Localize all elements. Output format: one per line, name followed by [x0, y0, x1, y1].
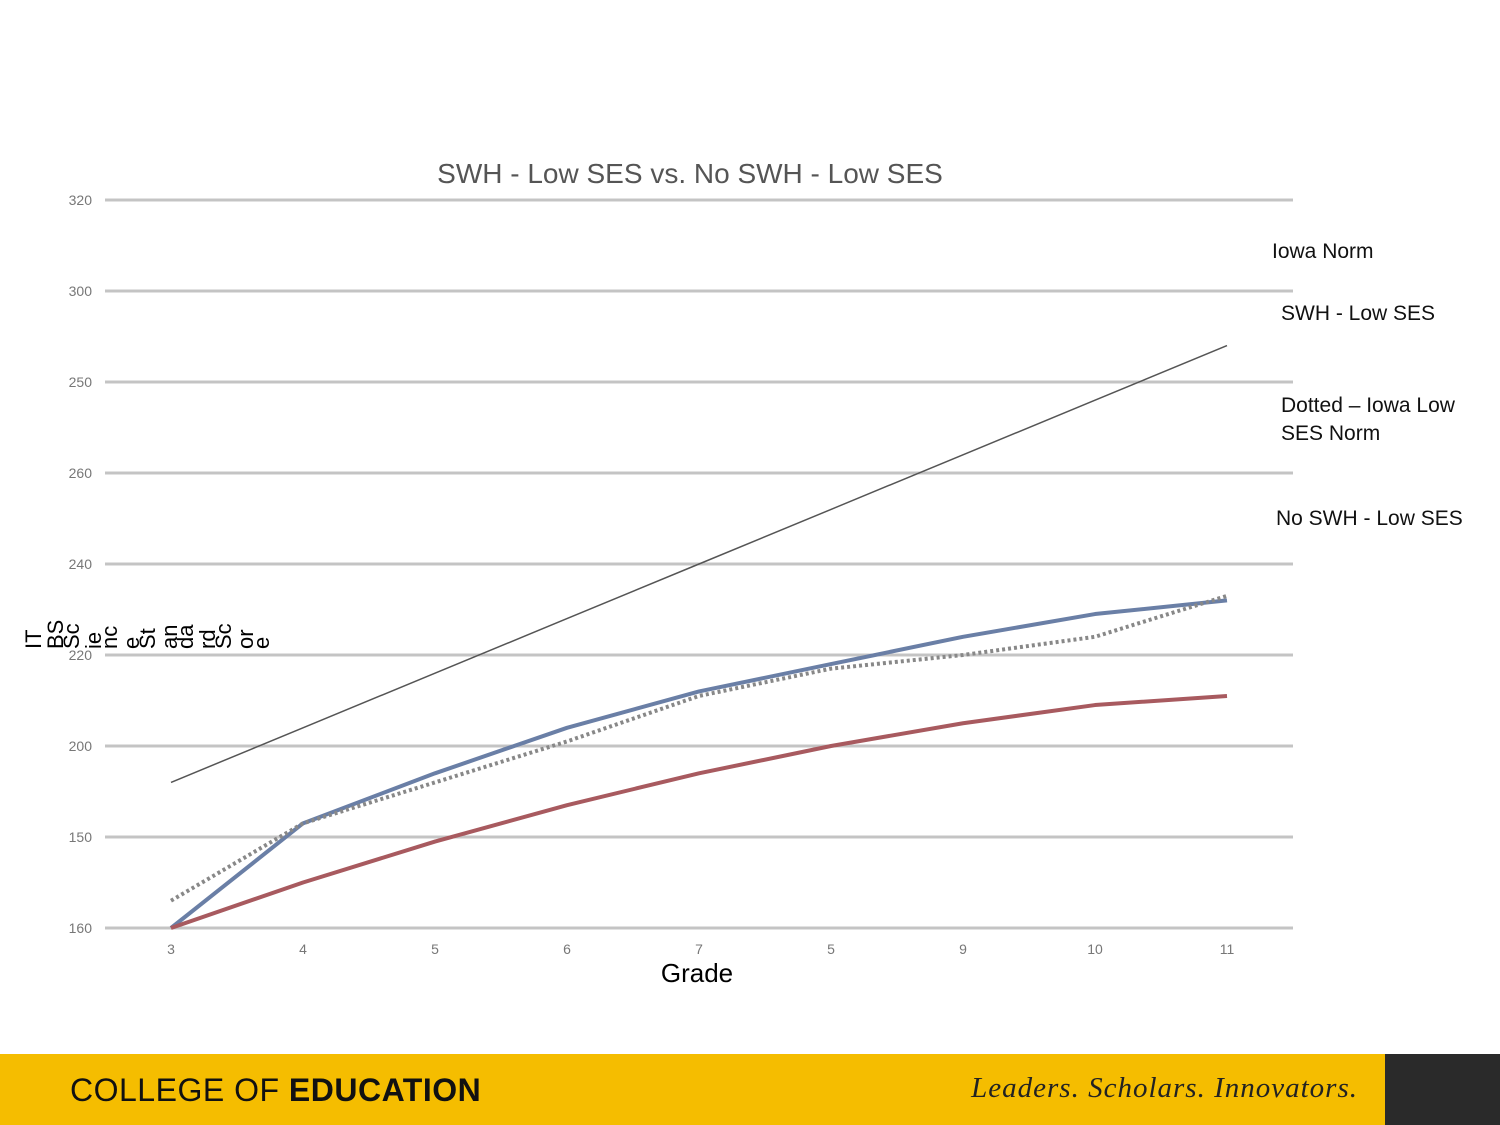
y-tick-label: 300 — [69, 283, 93, 299]
y-axis-label: ITBS Scie nce Stan dard Scor e — [21, 612, 288, 656]
series-lines — [169, 344, 1228, 930]
x-axis-ticks: 3 4 5 6 7 5 9 10 11 — [167, 941, 1234, 957]
legend-swh-low-ses: SWH - Low SES — [1281, 302, 1436, 325]
series-line-1 — [169, 598, 1228, 930]
legend-dotted-norm: Dotted – Iowa Low SES Norm — [1281, 392, 1455, 448]
y-tick-label: 240 — [69, 556, 93, 572]
line-chart: 160 150 200 220 240 260 250 300 320 3 4 5 6 7 5 9 10 11 — [69, 192, 1293, 957]
series-line-2 — [169, 593, 1228, 903]
college-prefix: COLLEGE OF — [70, 1072, 289, 1108]
y-tick-label: 220 — [69, 647, 93, 663]
x-tick-label: 3 — [167, 941, 175, 957]
college-bold: EDUCATION — [288, 1072, 482, 1108]
x-axis-label: Grade — [660, 958, 734, 988]
legend-iowa-norm: Iowa Norm — [1272, 240, 1374, 263]
y-tick-label: 260 — [69, 465, 93, 481]
x-tick-label: 5 — [827, 941, 835, 957]
footer-dark-block — [1385, 1054, 1500, 1125]
x-tick-label: 10 — [1087, 941, 1103, 957]
tagline: Leaders. Scholars. Innovators. — [971, 1072, 1358, 1104]
y-tick-label: 160 — [69, 920, 93, 936]
college-of-education-wordmark: COLLEGE OF EDUCATION — [70, 1072, 481, 1109]
legend-no-swh-low-ses: No SWH - Low SES — [1276, 507, 1463, 530]
y-axis-label-fragment: e — [249, 636, 274, 649]
x-tick-label: 4 — [299, 941, 307, 957]
x-tick-label: 7 — [695, 941, 703, 957]
legend-dotted-line1: Dotted – Iowa Low — [1281, 394, 1455, 417]
y-tick-label: 150 — [69, 829, 93, 845]
x-tick-label: 9 — [959, 941, 967, 957]
series-line-3 — [170, 693, 1228, 930]
legend-dotted-line2: SES Norm — [1281, 422, 1381, 445]
x-tick-label: 11 — [1220, 941, 1235, 957]
x-tick-label: 6 — [563, 941, 571, 957]
footer-bar: COLLEGE OF EDUCATION Leaders. Scholars. … — [0, 1054, 1500, 1125]
series-line-0 — [170, 344, 1228, 784]
y-tick-label: 250 — [69, 374, 93, 390]
y-axis-ticks: 160 150 200 220 240 260 250 300 320 — [69, 192, 93, 936]
y-tick-label: 320 — [69, 192, 93, 208]
y-tick-label: 200 — [69, 738, 93, 754]
x-tick-label: 5 — [431, 941, 439, 957]
chart-title: SWH - Low SES vs. No SWH - Low SES — [437, 158, 943, 189]
